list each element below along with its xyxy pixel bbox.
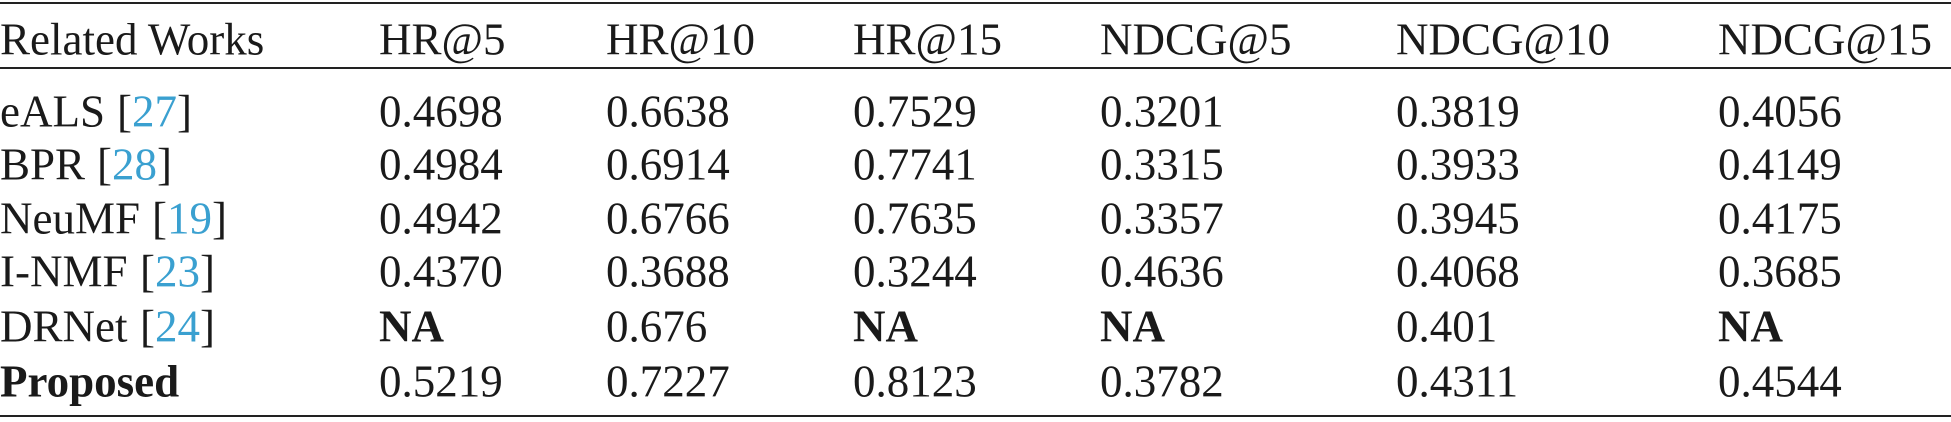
value-cell: 0.5219 <box>379 356 503 407</box>
citation: [28] <box>97 139 172 190</box>
value-cell: 0.4311 <box>1396 356 1519 407</box>
citation: [19] <box>152 193 227 244</box>
value-cell: NA <box>1100 301 1165 352</box>
header-cell: HR@15 <box>853 14 1002 65</box>
top-rule <box>0 2 1951 4</box>
row-label: DRNet <box>0 301 128 352</box>
value-cell: NA <box>853 301 918 352</box>
value-cell: 0.4942 <box>379 193 503 244</box>
row-label: Proposed <box>0 356 180 407</box>
row-label: NeuMF <box>0 193 141 244</box>
value-cell: 0.3201 <box>1100 86 1224 137</box>
value-cell: 0.4544 <box>1718 356 1842 407</box>
value-cell: NA <box>1718 301 1783 352</box>
value-cell: 0.3244 <box>853 246 977 297</box>
value-cell: 0.4370 <box>379 246 503 297</box>
header-cell: NDCG@5 <box>1100 14 1292 65</box>
value-cell: 0.4175 <box>1718 193 1842 244</box>
value-cell: 0.7741 <box>853 139 977 190</box>
header-cell: HR@10 <box>606 14 755 65</box>
value-cell: 0.6766 <box>606 193 730 244</box>
value-cell: 0.3688 <box>606 246 730 297</box>
value-cell: 0.3945 <box>1396 193 1520 244</box>
value-cell: 0.3357 <box>1100 193 1224 244</box>
value-cell: 0.401 <box>1396 301 1498 352</box>
value-cell: 0.676 <box>606 301 708 352</box>
header-cell: Related Works <box>0 14 265 65</box>
header-rule <box>0 67 1951 69</box>
value-cell: 0.4056 <box>1718 86 1842 137</box>
value-cell: 0.8123 <box>853 356 977 407</box>
value-cell: NA <box>379 301 444 352</box>
value-cell: 0.4068 <box>1396 246 1520 297</box>
value-cell: 0.6914 <box>606 139 730 190</box>
citation: [23] <box>140 246 215 297</box>
value-cell: 0.7635 <box>853 193 977 244</box>
value-cell: 0.4636 <box>1100 246 1224 297</box>
value-cell: 0.4984 <box>379 139 503 190</box>
value-cell: 0.7227 <box>606 356 730 407</box>
header-cell: NDCG@10 <box>1396 14 1610 65</box>
row-label: eALS <box>0 86 105 137</box>
value-cell: 0.4149 <box>1718 139 1842 190</box>
header-cell: HR@5 <box>379 14 506 65</box>
row-label: BPR <box>0 139 86 190</box>
citation: [27] <box>117 86 192 137</box>
bottom-rule <box>0 415 1951 417</box>
value-cell: 0.3782 <box>1100 356 1224 407</box>
value-cell: 0.4698 <box>379 86 503 137</box>
citation: [24] <box>140 301 215 352</box>
value-cell: 0.3685 <box>1718 246 1842 297</box>
value-cell: 0.3315 <box>1100 139 1224 190</box>
value-cell: 0.3819 <box>1396 86 1520 137</box>
value-cell: 0.7529 <box>853 86 977 137</box>
row-label: I-NMF <box>0 246 128 297</box>
header-cell: NDCG@15 <box>1718 14 1932 65</box>
value-cell: 0.3933 <box>1396 139 1520 190</box>
value-cell: 0.6638 <box>606 86 730 137</box>
